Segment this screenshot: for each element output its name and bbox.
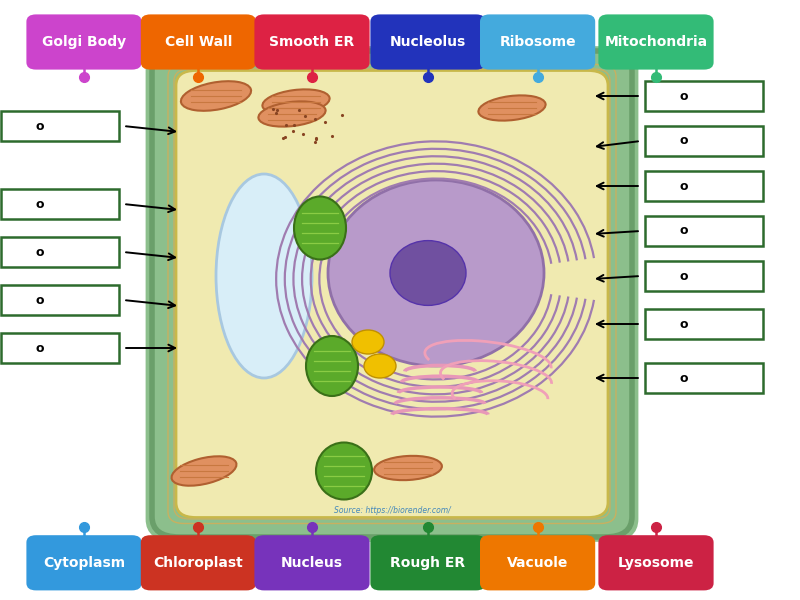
Text: Mitochondria: Mitochondria xyxy=(605,35,707,49)
Text: Cell Wall: Cell Wall xyxy=(165,35,232,49)
FancyBboxPatch shape xyxy=(645,216,763,246)
Text: Lysosome: Lysosome xyxy=(618,556,694,570)
Ellipse shape xyxy=(294,196,346,259)
Ellipse shape xyxy=(181,81,251,111)
FancyBboxPatch shape xyxy=(1,111,119,141)
Ellipse shape xyxy=(316,443,372,499)
Text: Cytoplasm: Cytoplasm xyxy=(43,556,125,570)
Text: o: o xyxy=(680,371,688,385)
Ellipse shape xyxy=(390,241,466,305)
Text: o: o xyxy=(36,341,44,355)
Ellipse shape xyxy=(328,180,544,366)
FancyBboxPatch shape xyxy=(1,285,119,315)
Ellipse shape xyxy=(262,89,330,115)
Text: o: o xyxy=(680,179,688,193)
FancyBboxPatch shape xyxy=(26,14,142,70)
FancyBboxPatch shape xyxy=(1,189,119,219)
Text: o: o xyxy=(680,89,688,103)
Text: o: o xyxy=(36,245,44,259)
Text: o: o xyxy=(680,269,688,283)
FancyBboxPatch shape xyxy=(645,171,763,201)
Text: o: o xyxy=(36,197,44,211)
Ellipse shape xyxy=(374,456,442,480)
FancyBboxPatch shape xyxy=(146,46,638,542)
FancyBboxPatch shape xyxy=(141,14,256,70)
FancyBboxPatch shape xyxy=(598,535,714,590)
FancyBboxPatch shape xyxy=(598,14,714,70)
FancyBboxPatch shape xyxy=(1,237,119,267)
FancyBboxPatch shape xyxy=(254,535,370,590)
FancyBboxPatch shape xyxy=(1,333,119,363)
Text: Nucleolus: Nucleolus xyxy=(390,35,466,49)
Text: o: o xyxy=(680,224,688,238)
Text: Vacuole: Vacuole xyxy=(507,556,568,570)
Text: o: o xyxy=(680,317,688,331)
Text: Nucleus: Nucleus xyxy=(281,556,343,570)
FancyBboxPatch shape xyxy=(645,363,763,393)
Ellipse shape xyxy=(306,336,358,396)
Text: Source: https://biorender.com/: Source: https://biorender.com/ xyxy=(334,506,450,515)
Text: Golgi Body: Golgi Body xyxy=(42,35,126,49)
FancyBboxPatch shape xyxy=(480,14,595,70)
FancyBboxPatch shape xyxy=(176,70,608,517)
Circle shape xyxy=(364,354,396,378)
FancyBboxPatch shape xyxy=(26,535,142,590)
FancyBboxPatch shape xyxy=(645,81,763,111)
Ellipse shape xyxy=(258,101,326,127)
Ellipse shape xyxy=(478,95,546,121)
Circle shape xyxy=(352,330,384,354)
Text: Rough ER: Rough ER xyxy=(390,556,466,570)
Text: o: o xyxy=(36,293,44,307)
Text: o: o xyxy=(680,134,688,148)
FancyBboxPatch shape xyxy=(645,261,763,291)
Text: Ribosome: Ribosome xyxy=(499,35,576,49)
FancyBboxPatch shape xyxy=(370,535,486,590)
FancyBboxPatch shape xyxy=(254,14,370,70)
Ellipse shape xyxy=(171,456,237,486)
Text: Smooth ER: Smooth ER xyxy=(270,35,354,49)
Ellipse shape xyxy=(216,174,312,378)
FancyBboxPatch shape xyxy=(141,535,256,590)
FancyBboxPatch shape xyxy=(645,126,763,156)
FancyBboxPatch shape xyxy=(645,309,763,339)
FancyBboxPatch shape xyxy=(480,535,595,590)
Text: Chloroplast: Chloroplast xyxy=(154,556,243,570)
Text: o: o xyxy=(36,119,44,133)
FancyBboxPatch shape xyxy=(370,14,486,70)
